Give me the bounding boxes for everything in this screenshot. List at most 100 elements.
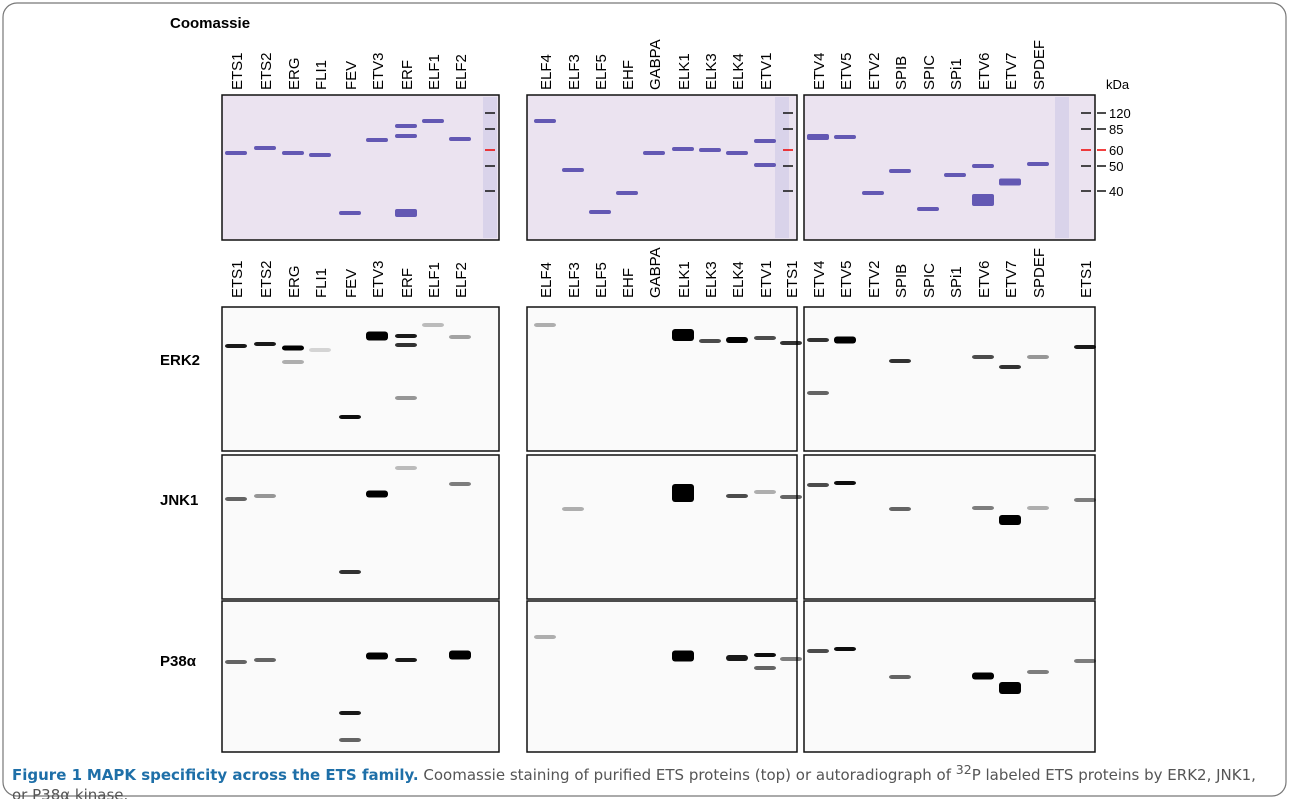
band [672, 329, 694, 341]
autoradiograph [221, 600, 500, 753]
band [754, 139, 776, 143]
band [562, 507, 584, 511]
kda-label: kDa [1106, 77, 1130, 92]
lane-label: ETV6 [976, 52, 993, 90]
band [726, 151, 748, 155]
band [395, 466, 417, 470]
lane-label: ETV6 [976, 260, 993, 298]
lane-label: FLI1 [313, 268, 330, 298]
lane-label: ELF4 [538, 54, 555, 90]
lane-label: ERG [286, 265, 303, 298]
band [254, 494, 276, 498]
autoradiograph [803, 454, 1096, 600]
lane-label: SPDEF [1031, 40, 1048, 90]
lane-label: ELF2 [453, 262, 470, 298]
band [282, 151, 304, 155]
lane-label: GABPA [647, 247, 664, 298]
lane-label: ETV3 [370, 52, 387, 90]
band [1027, 355, 1049, 359]
band [889, 169, 911, 173]
lane-label: ELK1 [676, 261, 693, 298]
lane-label: ERG [286, 57, 303, 90]
band [225, 151, 247, 155]
band [862, 191, 884, 195]
band [339, 415, 361, 419]
band [534, 323, 556, 327]
coomassie-gel [803, 94, 1096, 241]
lane-label: EHF [620, 268, 637, 298]
band [999, 682, 1021, 694]
band [672, 147, 694, 151]
caption: Figure 1 MAPK specificity across the ETS… [12, 760, 1274, 799]
row-label: JNK1 [160, 492, 198, 509]
band [972, 355, 994, 359]
band [643, 151, 665, 155]
lane-label: ELF2 [453, 54, 470, 90]
caption-text: P labeled ETS proteins by ERK2, JNK1, or… [12, 766, 1256, 799]
lane-label: ETS2 [258, 260, 275, 298]
band [999, 178, 1021, 186]
caption-title: MAPK specificity across the ETS family. [86, 766, 419, 784]
coomassie-gel [221, 94, 500, 241]
band [534, 119, 556, 123]
band [672, 484, 694, 502]
autoradiograph [221, 306, 500, 452]
band [395, 334, 417, 338]
band [366, 331, 388, 341]
band [589, 210, 611, 214]
lane-label: ETS2 [258, 52, 275, 90]
band [395, 124, 417, 128]
lane-label: SPIB [893, 264, 910, 298]
band [1027, 670, 1049, 674]
band [309, 153, 331, 157]
lane-label: ETV1 [758, 52, 775, 90]
lane-label: ETS1 [784, 260, 801, 298]
band [999, 515, 1021, 525]
band [807, 649, 829, 653]
band [366, 652, 388, 660]
lane-label: ETV5 [838, 52, 855, 90]
band [889, 675, 911, 679]
band [366, 490, 388, 498]
band [780, 657, 802, 661]
band [449, 137, 471, 141]
marker-label: 120 [1109, 106, 1131, 121]
band [1074, 498, 1096, 502]
band [339, 570, 361, 574]
band [834, 481, 856, 485]
band [422, 323, 444, 327]
lane-label: SPIC [921, 263, 938, 298]
lane-label: ERF [399, 268, 416, 298]
band [395, 134, 417, 138]
band [834, 647, 856, 651]
band [225, 660, 247, 664]
marker-label: 85 [1109, 122, 1123, 137]
band [395, 209, 417, 217]
lane-label: ELF5 [593, 262, 610, 298]
band [699, 148, 721, 152]
lane-label: FLI1 [313, 60, 330, 90]
band [1074, 345, 1096, 349]
caption-label: Figure 1 [12, 766, 83, 784]
band [834, 336, 856, 344]
band [807, 134, 829, 140]
band [889, 359, 911, 363]
lane-label: SPIC [921, 55, 938, 90]
lane-label: ETV2 [866, 52, 883, 90]
row-label: P38α [160, 653, 197, 670]
autoradiograph [221, 454, 500, 600]
band [780, 495, 802, 499]
band [339, 711, 361, 715]
band [726, 494, 748, 498]
lane-label: ETS1 [229, 52, 246, 90]
lane-label: ERF [399, 60, 416, 90]
band [972, 164, 994, 168]
lane-label: ETV1 [758, 260, 775, 298]
lane-label: ELF1 [426, 54, 443, 90]
band [449, 482, 471, 486]
lane-label: ETV2 [866, 260, 883, 298]
lane-label: EHF [620, 60, 637, 90]
band [754, 336, 776, 340]
